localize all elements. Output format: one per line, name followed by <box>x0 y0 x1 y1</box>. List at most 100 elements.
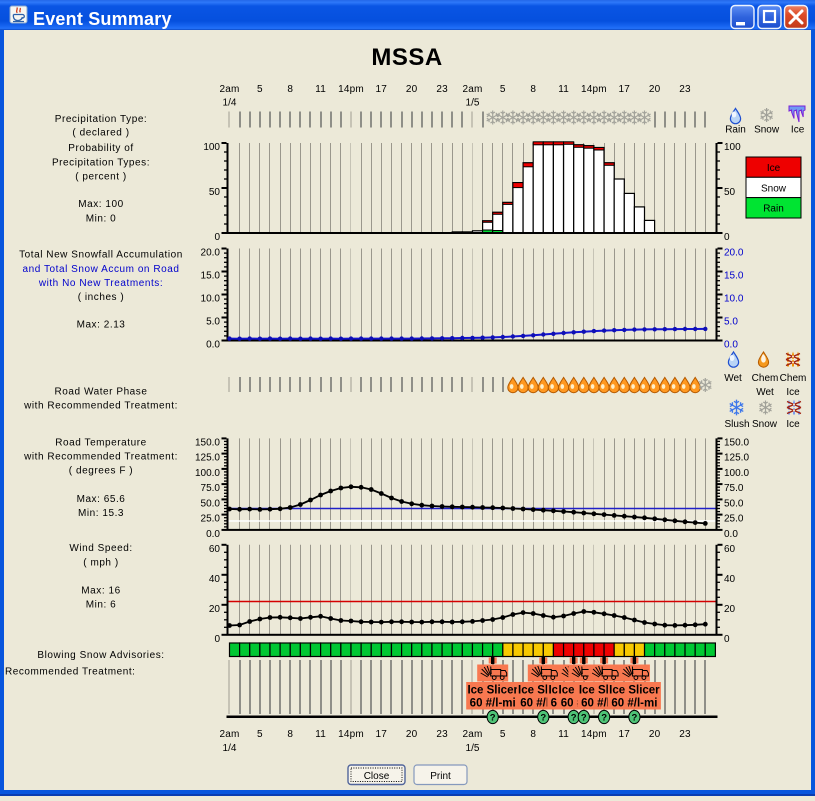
svg-text:5.0: 5.0 <box>724 317 738 328</box>
svg-text:Event Summary: Event Summary <box>33 9 172 29</box>
svg-text:( declared ): ( declared ) <box>72 127 129 138</box>
svg-text:1/4: 1/4 <box>223 743 237 754</box>
svg-text:( inches ): ( inches ) <box>78 292 125 303</box>
svg-text:5.0: 5.0 <box>206 317 220 328</box>
svg-text:25.0: 25.0 <box>201 514 221 525</box>
svg-text:8: 8 <box>530 84 536 95</box>
svg-text:100: 100 <box>724 142 741 153</box>
svg-text:Chem: Chem <box>780 373 807 384</box>
svg-text:Ice: Ice <box>786 419 800 430</box>
svg-text:Ice: Ice <box>767 163 781 174</box>
svg-text:20: 20 <box>406 84 418 95</box>
svg-text:5: 5 <box>257 84 263 95</box>
svg-text:Total New Snowfall Accumulatio: Total New Snowfall Accumulation <box>19 250 183 261</box>
svg-text:with No New Treatments:: with No New Treatments: <box>38 278 163 289</box>
svg-text:1/5: 1/5 <box>466 97 480 108</box>
svg-text:50.0: 50.0 <box>724 498 744 509</box>
svg-text:Probability of: Probability of <box>68 143 134 154</box>
svg-text:23: 23 <box>679 729 691 740</box>
svg-text:Wet: Wet <box>724 373 742 384</box>
svg-text:5: 5 <box>500 84 506 95</box>
svg-text:17: 17 <box>619 729 631 740</box>
svg-text:Max: 16: Max: 16 <box>81 586 120 597</box>
svg-text:11: 11 <box>558 84 569 95</box>
svg-text:Close: Close <box>364 771 390 782</box>
svg-text:2am: 2am <box>462 84 482 95</box>
svg-text:17: 17 <box>376 84 388 95</box>
svg-text:Ice: Ice <box>791 125 805 136</box>
svg-text:Snow: Snow <box>754 125 780 136</box>
svg-text:Ice Slicer: Ice Slicer <box>609 685 660 697</box>
svg-text:Road Temperature: Road Temperature <box>55 438 146 449</box>
svg-text:Ice Slicer: Ice Slicer <box>467 685 518 697</box>
svg-text:10.0: 10.0 <box>201 294 221 305</box>
svg-text:15.0: 15.0 <box>724 271 744 282</box>
svg-text:1/5: 1/5 <box>466 743 480 754</box>
svg-text:15.0: 15.0 <box>201 271 221 282</box>
svg-text:Min: 6: Min: 6 <box>86 600 117 611</box>
svg-text:75.0: 75.0 <box>201 483 221 494</box>
svg-text:( degrees F ): ( degrees F ) <box>69 466 133 477</box>
svg-text:150.0: 150.0 <box>724 437 749 448</box>
svg-text:5: 5 <box>257 729 263 740</box>
svg-text:11: 11 <box>558 729 569 740</box>
svg-text:Slush: Slush <box>724 419 749 430</box>
svg-text:23: 23 <box>436 729 448 740</box>
svg-text:Snow: Snow <box>761 183 787 194</box>
svg-text:11: 11 <box>315 84 326 95</box>
svg-text:150.0: 150.0 <box>195 437 220 448</box>
svg-text:MSSA: MSSA <box>371 44 442 71</box>
svg-text:50: 50 <box>209 187 221 198</box>
svg-text:Min: 0: Min: 0 <box>86 213 117 224</box>
svg-text:10.0: 10.0 <box>724 294 744 305</box>
svg-text:75.0: 75.0 <box>724 483 744 494</box>
svg-text:Blowing Snow Advisories:: Blowing Snow Advisories: <box>37 650 164 661</box>
svg-text:Precipitation Type:: Precipitation Type: <box>55 114 148 125</box>
svg-text:20: 20 <box>724 604 736 615</box>
svg-text:125.0: 125.0 <box>724 453 749 464</box>
svg-text:20: 20 <box>406 729 418 740</box>
svg-text:23: 23 <box>679 84 691 95</box>
svg-text:Wind Speed:: Wind Speed: <box>69 543 132 554</box>
svg-text:8: 8 <box>287 84 293 95</box>
svg-text:with Recommended Treatment:: with Recommended Treatment: <box>23 401 178 412</box>
svg-text:100: 100 <box>203 142 220 153</box>
svg-text:Road Water Phase: Road Water Phase <box>55 387 148 398</box>
svg-text:Ice: Ice <box>786 387 800 398</box>
svg-text:50.0: 50.0 <box>201 498 221 509</box>
svg-text:20: 20 <box>649 84 661 95</box>
svg-text:1/4: 1/4 <box>223 97 237 108</box>
svg-text:Snow: Snow <box>752 419 778 430</box>
svg-text:14pm: 14pm <box>581 729 607 740</box>
svg-text:Chem: Chem <box>752 373 779 384</box>
svg-text:with Recommended Treatment:: with Recommended Treatment: <box>23 452 178 463</box>
svg-text:Max: 2.13: Max: 2.13 <box>77 319 126 330</box>
svg-text:0.0: 0.0 <box>206 529 220 540</box>
svg-text:( percent ): ( percent ) <box>75 172 127 183</box>
svg-text:0.0: 0.0 <box>724 340 738 351</box>
svg-text:40: 40 <box>724 574 736 585</box>
svg-text:50: 50 <box>724 187 736 198</box>
svg-text:5: 5 <box>500 729 506 740</box>
svg-text:20: 20 <box>649 729 661 740</box>
svg-text:2am: 2am <box>219 729 239 740</box>
svg-text:0: 0 <box>214 634 220 645</box>
svg-text:2am: 2am <box>462 729 482 740</box>
svg-text:14pm: 14pm <box>338 729 364 740</box>
svg-text:40: 40 <box>209 574 221 585</box>
svg-text:23: 23 <box>436 84 448 95</box>
svg-text:14pm: 14pm <box>338 84 364 95</box>
svg-text:20.0: 20.0 <box>201 248 221 259</box>
svg-text:125.0: 125.0 <box>195 453 220 464</box>
svg-text:60 #/l-mi: 60 #/l-mi <box>470 698 516 710</box>
svg-text:8: 8 <box>530 729 536 740</box>
svg-text:20: 20 <box>209 604 221 615</box>
svg-text:Min: 15.3: Min: 15.3 <box>78 508 124 519</box>
svg-text:100.0: 100.0 <box>195 468 220 479</box>
svg-text:Print: Print <box>430 771 451 782</box>
svg-text:0: 0 <box>214 232 220 243</box>
svg-text:Recommended Treatment:: Recommended Treatment: <box>5 666 136 677</box>
svg-text:and Total Snow Accum on Road: and Total Snow Accum on Road <box>23 264 180 275</box>
svg-text:Max: 100: Max: 100 <box>78 199 124 210</box>
svg-text:0: 0 <box>724 634 730 645</box>
